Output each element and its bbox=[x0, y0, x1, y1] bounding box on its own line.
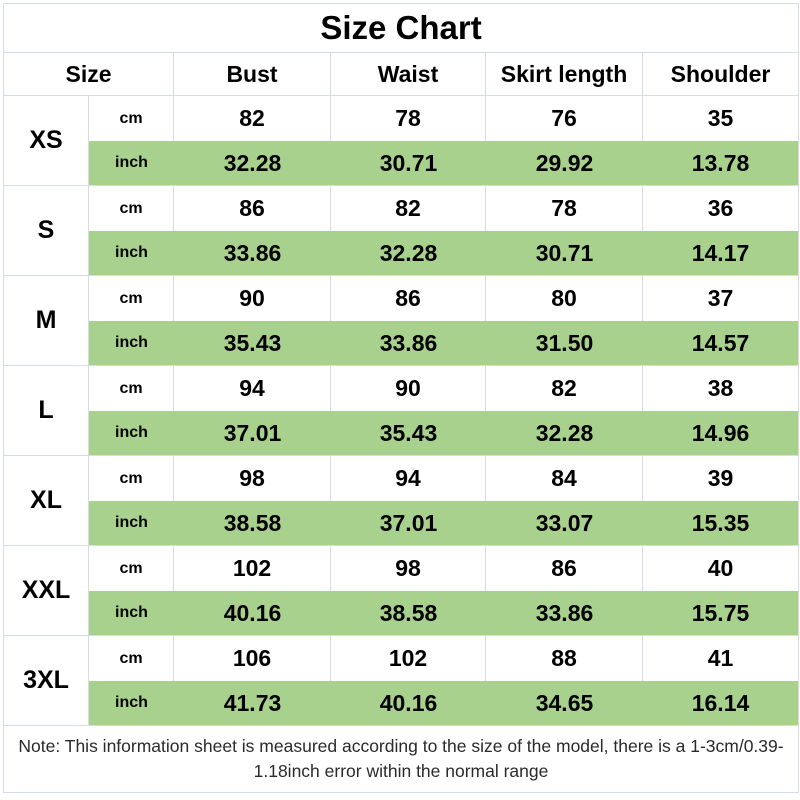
unit-label-cm-xs: cm bbox=[89, 96, 174, 141]
cm-value-xs-bust: 82 bbox=[174, 96, 331, 141]
size-label-m: M bbox=[4, 276, 89, 366]
cm-value-xl-waist: 94 bbox=[331, 456, 486, 501]
inch-value-xs-shoulder: 13.78 bbox=[643, 141, 798, 186]
inch-value-xl-waist: 37.01 bbox=[331, 501, 486, 546]
cm-value-m-skirt-length: 80 bbox=[486, 276, 643, 321]
unit-label-cm-m: cm bbox=[89, 276, 174, 321]
unit-label-inch-xxl: inch bbox=[89, 591, 174, 636]
unit-label-cm-xxl: cm bbox=[89, 546, 174, 591]
inch-value-m-skirt-length: 31.50 bbox=[486, 321, 643, 366]
inch-value-m-shoulder: 14.57 bbox=[643, 321, 798, 366]
size-label-xxl: XXL bbox=[4, 546, 89, 636]
cm-value-3xl-skirt-length: 88 bbox=[486, 636, 643, 681]
unit-label-inch-l: inch bbox=[89, 411, 174, 456]
cm-value-s-shoulder: 36 bbox=[707, 195, 734, 221]
column-header-bust: Bust bbox=[174, 53, 331, 96]
inch-value-l-waist: 35.43 bbox=[331, 411, 486, 456]
size-chart-table: Size Chart Size Bust Waist Skirt length … bbox=[3, 3, 799, 793]
cm-value-l-shoulder: 38 bbox=[707, 375, 734, 401]
cm-value-xs-shoulder: 35 bbox=[707, 105, 734, 131]
column-header-skirt-length: Skirt length bbox=[486, 53, 643, 96]
inch-value-m-waist: 33.86 bbox=[331, 321, 486, 366]
inch-value-s-bust: 33.86 bbox=[174, 231, 331, 276]
size-label-s: S bbox=[4, 186, 89, 276]
cm-value-xxl-skirt-length: 86 bbox=[486, 546, 643, 591]
inch-value-xxl-waist: 38.58 bbox=[331, 591, 486, 636]
column-header-waist: Waist bbox=[331, 53, 486, 96]
inch-value-3xl-waist: 40.16 bbox=[331, 681, 486, 726]
cm-value-3xl-waist: 102 bbox=[331, 636, 486, 681]
cm-value-xl-shoulder: 39 bbox=[707, 465, 734, 491]
cm-value-s-waist: 82 bbox=[331, 186, 486, 231]
cm-value-xs-waist: 78 bbox=[331, 96, 486, 141]
inch-value-3xl-shoulder: 16.14 bbox=[643, 681, 798, 726]
inch-value-s-waist: 32.28 bbox=[331, 231, 486, 276]
unit-label-cm-s: cm bbox=[89, 186, 174, 231]
inch-value-xs-skirt-length: 29.92 bbox=[486, 141, 643, 186]
size-label-xs: XS bbox=[4, 96, 89, 186]
page-title: Size Chart bbox=[4, 4, 798, 53]
inch-value-xxl-skirt-length: 33.86 bbox=[486, 591, 643, 636]
inch-value-s-skirt-length: 30.71 bbox=[486, 231, 643, 276]
cm-value-l-bust: 94 bbox=[174, 366, 331, 411]
inch-value-xl-bust: 38.58 bbox=[174, 501, 331, 546]
inch-value-l-shoulder: 14.96 bbox=[643, 411, 798, 456]
cm-value-s-bust: 86 bbox=[174, 186, 331, 231]
inch-value-l-skirt-length: 32.28 bbox=[486, 411, 643, 456]
cm-value-xxl-waist: 98 bbox=[331, 546, 486, 591]
cm-value-m-bust: 90 bbox=[174, 276, 331, 321]
unit-label-cm-3xl: cm bbox=[89, 636, 174, 681]
unit-label-inch-xl: inch bbox=[89, 501, 174, 546]
inch-value-3xl-bust: 41.73 bbox=[174, 681, 331, 726]
cm-value-xl-skirt-length: 84 bbox=[486, 456, 643, 501]
inch-value-xxl-bust: 40.16 bbox=[174, 591, 331, 636]
inch-value-s-shoulder: 14.17 bbox=[643, 231, 798, 276]
cm-value-l-waist: 90 bbox=[331, 366, 486, 411]
column-header-size: Size bbox=[4, 53, 174, 96]
size-label-3xl: 3XL bbox=[4, 636, 89, 726]
unit-label-cm-xl: cm bbox=[89, 456, 174, 501]
unit-label-inch-3xl: inch bbox=[89, 681, 174, 726]
cm-value-l-skirt-length: 82 bbox=[486, 366, 643, 411]
inch-value-xs-waist: 30.71 bbox=[331, 141, 486, 186]
cm-value-xl-bust: 98 bbox=[174, 456, 331, 501]
note-text: Note: This information sheet is measured… bbox=[18, 735, 784, 781]
unit-label-inch-m: inch bbox=[89, 321, 174, 366]
inch-value-m-bust: 35.43 bbox=[174, 321, 331, 366]
cm-value-xxl-shoulder: 40 bbox=[707, 555, 734, 581]
cm-value-xs-skirt-length: 76 bbox=[486, 96, 643, 141]
unit-label-inch-s: inch bbox=[89, 231, 174, 276]
inch-value-xl-skirt-length: 33.07 bbox=[486, 501, 643, 546]
cm-value-m-shoulder: 37 bbox=[707, 285, 734, 311]
inch-value-xxl-shoulder: 15.75 bbox=[643, 591, 798, 636]
size-label-xl: XL bbox=[4, 456, 89, 546]
cm-value-xxl-bust: 102 bbox=[174, 546, 331, 591]
unit-label-inch-xs: inch bbox=[89, 141, 174, 186]
cm-value-s-skirt-length: 78 bbox=[486, 186, 643, 231]
column-header-shoulder: Shoulder bbox=[643, 53, 798, 96]
cm-value-3xl-shoulder: 41 bbox=[707, 645, 734, 671]
cm-value-3xl-bust: 106 bbox=[174, 636, 331, 681]
inch-value-l-bust: 37.01 bbox=[174, 411, 331, 456]
inch-value-3xl-skirt-length: 34.65 bbox=[486, 681, 643, 726]
inch-value-xl-shoulder: 15.35 bbox=[643, 501, 798, 546]
size-label-l: L bbox=[4, 366, 89, 456]
inch-value-xs-bust: 32.28 bbox=[174, 141, 331, 186]
cm-value-m-waist: 86 bbox=[331, 276, 486, 321]
unit-label-cm-l: cm bbox=[89, 366, 174, 411]
